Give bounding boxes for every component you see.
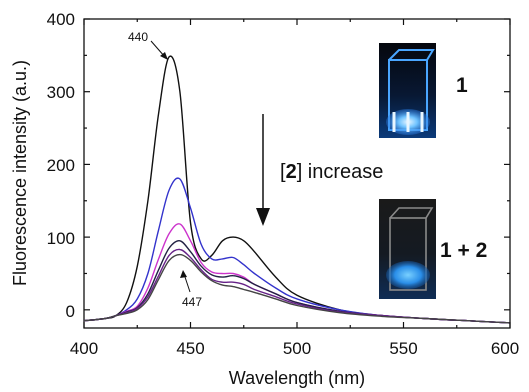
y-tick-label: 400 [47,10,75,29]
y-tick-label: 0 [66,302,75,321]
vial-photo-2 [379,199,436,299]
x-tick-label: 600 [491,339,519,358]
vial-2-glow [386,261,430,289]
vial-1-label: 1 [456,74,468,97]
vial-photo-1 [379,43,436,138]
trend-arrowhead [256,208,270,226]
vial-2-tube [389,217,427,291]
peak-arrowhead-bottom [180,270,187,278]
y-axis-title: Fluorescence intensity (a.u.) [10,60,30,286]
series-line-1 [83,55,511,324]
y-tick-label: 100 [47,229,75,248]
vial-2-label: 1 + 2 [440,239,487,262]
y-tick-label: 200 [47,156,75,175]
vial-2-rim [389,207,434,219]
x-tick-label: 400 [70,339,98,358]
peak-arrowhead-top [160,52,168,60]
series-line-2 [83,177,511,324]
vial-1-rim [388,49,435,61]
peak-label-top: 440 [128,30,148,44]
series-line-6 [83,253,511,324]
tick-layer [83,18,511,328]
x-tick-label: 500 [283,339,311,358]
peak-label-bottom: 447 [182,295,202,309]
x-tick-label: 550 [389,339,417,358]
y-tick-label: 300 [47,83,75,102]
x-axis-title: Wavelength (nm) [229,368,365,388]
x-tick-label: 450 [176,339,204,358]
trend-annotation: [2] increase [280,161,383,183]
series-layer [83,55,511,324]
